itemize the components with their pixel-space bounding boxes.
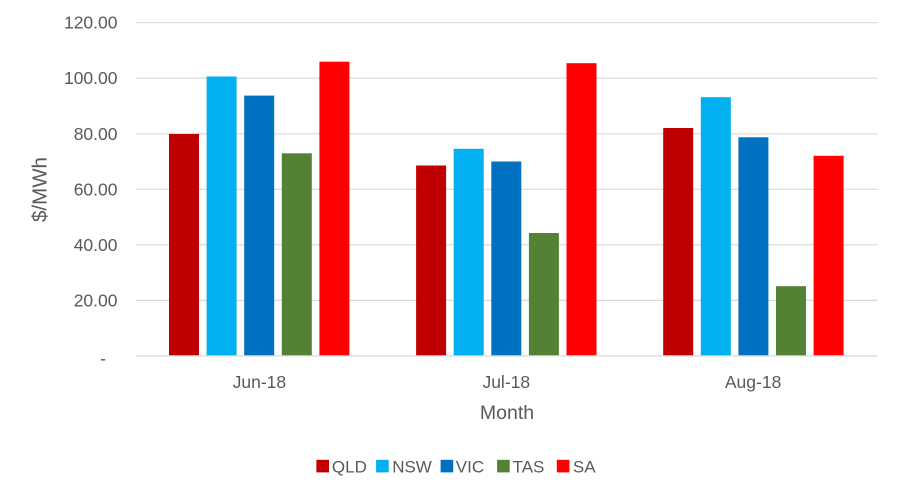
svg-text:Month: Month	[480, 402, 534, 424]
svg-text:20.00: 20.00	[74, 290, 118, 310]
svg-text:NSW: NSW	[392, 457, 432, 476]
svg-text:40.00: 40.00	[74, 235, 118, 255]
svg-text:-: -	[100, 349, 106, 369]
svg-text:100.00: 100.00	[64, 68, 118, 88]
svg-text:SA: SA	[573, 457, 596, 476]
svg-text:120.00: 120.00	[64, 13, 118, 33]
svg-text:VIC: VIC	[456, 457, 484, 476]
svg-text:Aug-18: Aug-18	[725, 372, 781, 392]
svg-text:TAS: TAS	[513, 457, 545, 476]
svg-text:Jun-18: Jun-18	[233, 372, 287, 392]
svg-text:Jul-18: Jul-18	[482, 372, 530, 392]
svg-text:QLD: QLD	[332, 457, 367, 476]
svg-text:$/MWh: $/MWh	[29, 157, 52, 222]
svg-text:80.00: 80.00	[74, 124, 118, 144]
svg-text:60.00: 60.00	[74, 179, 118, 199]
